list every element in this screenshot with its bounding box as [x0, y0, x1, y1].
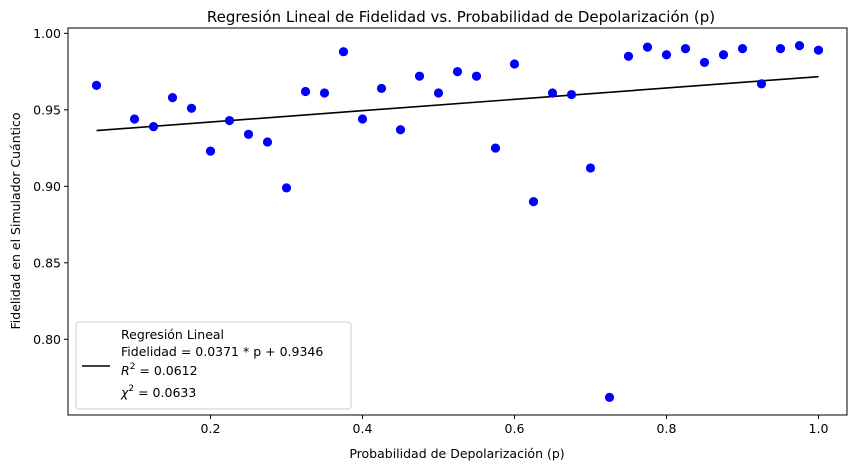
data-point: [262, 137, 273, 147]
legend-equation: Fidelidad = 0.0371 * p + 0.9346: [121, 344, 323, 359]
data-point: [186, 103, 197, 113]
y-axis-label: Fidelidad en el Simulador Cuántico: [8, 112, 23, 329]
data-point: [699, 57, 710, 68]
plot-area: [67, 27, 848, 416]
plot-frame: [67, 27, 848, 416]
chart-title: Regresión Lineal de Fidelidad vs. Probab…: [207, 8, 715, 26]
legend: Regresión Lineal Fidelidad = 0.0371 * p …: [75, 321, 352, 410]
y-axis: 0.80 0.85 0.90 0.95 1.00: [33, 26, 68, 347]
data-point: [642, 42, 653, 52]
data-point: [414, 71, 425, 81]
y-tick-label: 0.85: [33, 255, 61, 270]
data-point: [509, 59, 520, 69]
data-point: [737, 44, 748, 54]
data-point: [148, 122, 159, 132]
data-point: [471, 71, 482, 81]
data-point: [395, 125, 406, 135]
data-point: [623, 51, 634, 61]
legend-entry-name: Regresión Lineal: [121, 327, 224, 342]
x-axis-label: Probabilidad de Depolarización (p): [349, 446, 564, 461]
data-point: [205, 146, 216, 156]
data-point: [794, 40, 805, 51]
data-point: [775, 44, 786, 54]
x-tick-label: 0.6: [505, 421, 525, 436]
data-point: [547, 88, 558, 98]
data-point: [376, 83, 387, 94]
legend-chi2: χ2 = 0.0633: [120, 384, 196, 400]
x-tick-label: 1.0: [809, 421, 829, 436]
data-point: [585, 163, 596, 173]
y-tick-label: 0.80: [33, 332, 61, 347]
y-tick-label: 0.90: [33, 179, 61, 194]
data-point: [129, 114, 140, 124]
data-point: [756, 79, 767, 89]
regression-layer: [96, 75, 819, 132]
y-tick-label: 0.95: [33, 102, 61, 117]
data-point: [452, 66, 463, 77]
legend-box: [75, 321, 352, 410]
data-point: [319, 88, 330, 98]
x-tick-label: 0.8: [657, 421, 677, 436]
data-point: [566, 89, 577, 100]
legend-r2-sup: 2: [130, 362, 136, 372]
x-axis: 0.2 0.4 0.6 0.8 1.0: [201, 415, 829, 436]
data-point: [91, 80, 102, 90]
points-layer: [91, 40, 824, 403]
legend-r2-symbol: R: [121, 363, 130, 378]
data-point: [433, 88, 444, 98]
legend-chi2-symbol: χ: [120, 385, 129, 400]
x-tick-label: 0.4: [353, 421, 373, 436]
data-point: [490, 143, 501, 153]
data-point: [338, 47, 349, 57]
legend-chi2-value: = 0.0633: [134, 385, 196, 400]
data-point: [224, 115, 235, 126]
legend-r2: R2 = 0.0612: [121, 362, 198, 378]
data-point: [661, 50, 672, 60]
data-point: [813, 45, 824, 55]
x-tick-label: 0.2: [201, 421, 221, 436]
data-point: [300, 86, 311, 97]
legend-chi2-sup: 2: [128, 384, 134, 394]
data-point: [243, 129, 254, 139]
y-tick-label: 1.00: [33, 26, 61, 41]
data-point: [528, 197, 539, 207]
regression-line: [96, 75, 819, 132]
data-point: [357, 114, 368, 124]
data-point: [680, 44, 691, 54]
data-point: [167, 92, 178, 103]
data-point: [718, 50, 729, 60]
legend-r2-value: = 0.0612: [135, 363, 197, 378]
data-point: [281, 183, 292, 193]
data-point: [604, 392, 615, 403]
